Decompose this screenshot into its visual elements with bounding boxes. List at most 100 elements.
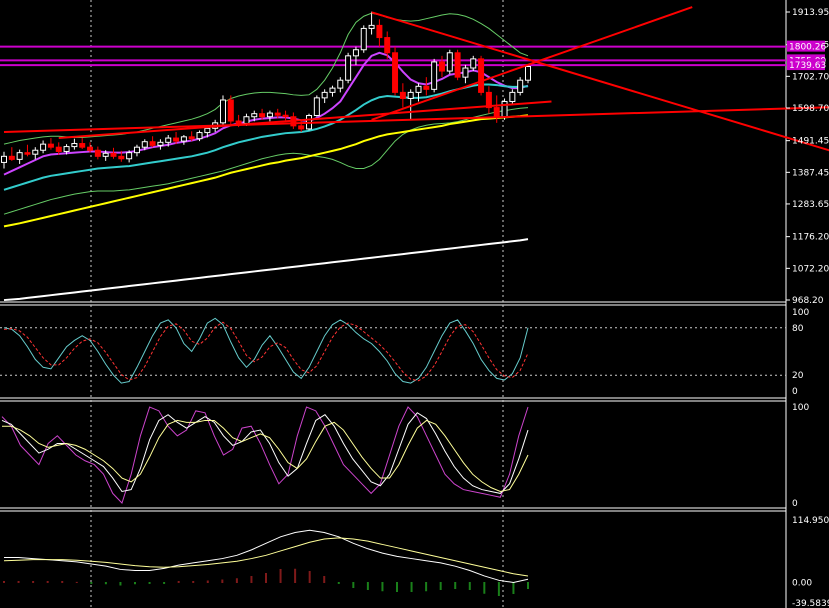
candle-body xyxy=(259,113,266,118)
candle xyxy=(32,147,39,160)
candle xyxy=(360,25,367,53)
candle-body xyxy=(118,155,125,160)
candle-body xyxy=(243,116,250,124)
candle xyxy=(55,142,62,155)
candle-body xyxy=(110,152,117,157)
price-tick-label: 968.20 xyxy=(792,296,824,306)
stoch-tick-label: 20 xyxy=(792,371,804,381)
candle-body xyxy=(266,112,273,118)
candle xyxy=(259,108,266,120)
candle xyxy=(399,83,406,108)
williams-series-2 xyxy=(2,419,529,493)
candle xyxy=(219,95,226,126)
candle-body xyxy=(55,146,62,152)
macd-pane xyxy=(3,529,529,596)
candle-body xyxy=(32,149,39,155)
macd-tick-label: 0.00 xyxy=(792,578,812,588)
candle-body xyxy=(368,24,375,29)
candle xyxy=(329,85,336,97)
candle xyxy=(118,150,125,162)
candle-body xyxy=(79,143,86,148)
trendline-resistance xyxy=(371,11,829,152)
candle xyxy=(227,95,234,126)
price-tick-label: 1913.95 xyxy=(792,8,829,18)
candle xyxy=(376,19,383,47)
candle-body xyxy=(274,112,281,116)
candle xyxy=(485,86,492,114)
candle xyxy=(87,142,94,153)
candle-body xyxy=(126,152,133,160)
candle xyxy=(352,46,359,65)
candle xyxy=(345,52,352,84)
candle xyxy=(368,11,375,35)
candle xyxy=(133,144,140,157)
candle xyxy=(454,49,461,81)
candle xyxy=(47,138,54,150)
williams-tick-label: 0 xyxy=(792,499,798,509)
pane-separators xyxy=(0,0,787,608)
candle-body xyxy=(94,149,101,157)
candle-body xyxy=(298,125,305,130)
macd-tick-label: 114.9507 xyxy=(792,516,829,526)
candle xyxy=(188,131,195,142)
stoch-series-1 xyxy=(3,321,529,382)
macd-series-1 xyxy=(3,537,529,577)
candle-body xyxy=(149,141,156,146)
candle xyxy=(173,131,180,145)
candle-body xyxy=(16,152,23,160)
candle xyxy=(79,138,86,150)
candle xyxy=(157,139,164,150)
candle-body xyxy=(478,58,485,93)
candle xyxy=(180,135,187,145)
level-label: 1800.26 xyxy=(789,43,826,53)
candle xyxy=(446,49,453,75)
candle-body xyxy=(71,143,78,148)
candle-body xyxy=(517,79,524,93)
candle-body xyxy=(360,27,367,51)
price-pane xyxy=(0,6,829,302)
candle-body xyxy=(415,85,422,93)
candle-body xyxy=(454,52,461,78)
candle xyxy=(392,46,399,96)
candle-body xyxy=(63,146,70,152)
stoch-series-0 xyxy=(3,317,529,384)
candle xyxy=(266,110,273,122)
candle-body xyxy=(219,99,226,124)
candle-body xyxy=(384,37,391,54)
price-tick-label: 1072.20 xyxy=(792,264,829,274)
candle-body xyxy=(165,137,172,143)
candle xyxy=(431,58,438,93)
candle-body xyxy=(173,137,180,142)
candle-body xyxy=(102,152,109,157)
candle-body xyxy=(180,136,187,142)
stoch-tick-label: 80 xyxy=(792,324,804,334)
candle xyxy=(282,110,289,121)
candle-body xyxy=(423,85,430,90)
trendline-upper-right xyxy=(371,6,693,121)
candle xyxy=(110,147,117,159)
level-label-box xyxy=(787,59,825,71)
candle xyxy=(141,139,148,151)
candle xyxy=(407,89,414,120)
price-tick-label: 1387.45 xyxy=(792,168,829,178)
candle xyxy=(8,147,15,161)
candle-body xyxy=(321,91,328,99)
candle-body xyxy=(345,55,352,81)
candle-body xyxy=(462,67,469,78)
candle xyxy=(525,64,531,84)
candle xyxy=(478,55,485,96)
candle xyxy=(517,77,524,96)
bollinger-lower-line xyxy=(3,107,529,215)
candle-body xyxy=(47,143,54,148)
candle-body xyxy=(399,91,406,99)
moving-average-line-1 xyxy=(3,83,529,191)
candle-body xyxy=(141,141,148,148)
moving-average-line-0 xyxy=(3,51,529,176)
candle xyxy=(313,95,320,117)
candle-body xyxy=(40,143,47,151)
candle xyxy=(415,83,422,102)
candle-body xyxy=(196,132,203,140)
moving-average-line-3 xyxy=(3,238,529,302)
